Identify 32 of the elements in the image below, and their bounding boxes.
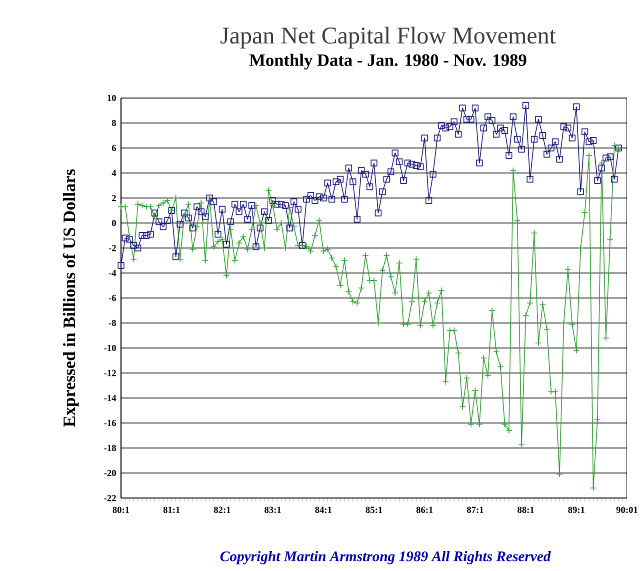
y-tick-label: -10 [104,344,116,352]
y-tick-label: 0 [112,220,116,226]
x-tick-label: 90:01 [616,506,638,514]
y-tick-label: 4 [112,170,116,176]
y-tick-label: -6 [108,294,116,302]
chart-subtitle: Monthly Data - Jan. 1980 - Nov. 1989 [249,54,526,70]
y-tick-label: -2 [108,244,116,252]
y-tick-label: -12 [104,370,116,376]
x-tick-label: 81:1 [163,506,180,514]
x-tick-label: 89:1 [568,506,584,514]
x-tick-label: 85:1 [366,506,382,514]
x-tick-label: 88:1 [518,506,534,514]
x-tick-label: 86:1 [416,506,433,514]
text: Copyright Martin Armstrong 1989 All Rights Reserved [220,550,551,564]
y-axis-title: Expressed in Billions of US Dollars [62,169,79,427]
y-tick-label: -20 [104,470,116,476]
x-tick-label: 80:1 [112,506,130,514]
y-tick-label: -22 [104,494,116,502]
x-tick-label: 82:1 [214,506,230,514]
y-tick-label: 6 [112,144,116,152]
y-tick-label: 8 [112,120,116,126]
y-tick-label: 2 [112,194,116,202]
y-tick-label: -16 [104,420,116,426]
y-tick-label: -4 [108,270,116,276]
x-tick-label: 84:1 [315,506,332,514]
y-tick-label: -18 [104,444,116,452]
y-tick-label: 10 [108,94,116,102]
y-tick-label: -8 [108,320,116,326]
x-tick-label: 83:1 [264,506,281,514]
y-tick-label: -14 [104,394,116,402]
chart-title: Japan Net Capital Flow Movement [220,26,556,49]
x-tick-label: 87:1 [466,506,484,514]
